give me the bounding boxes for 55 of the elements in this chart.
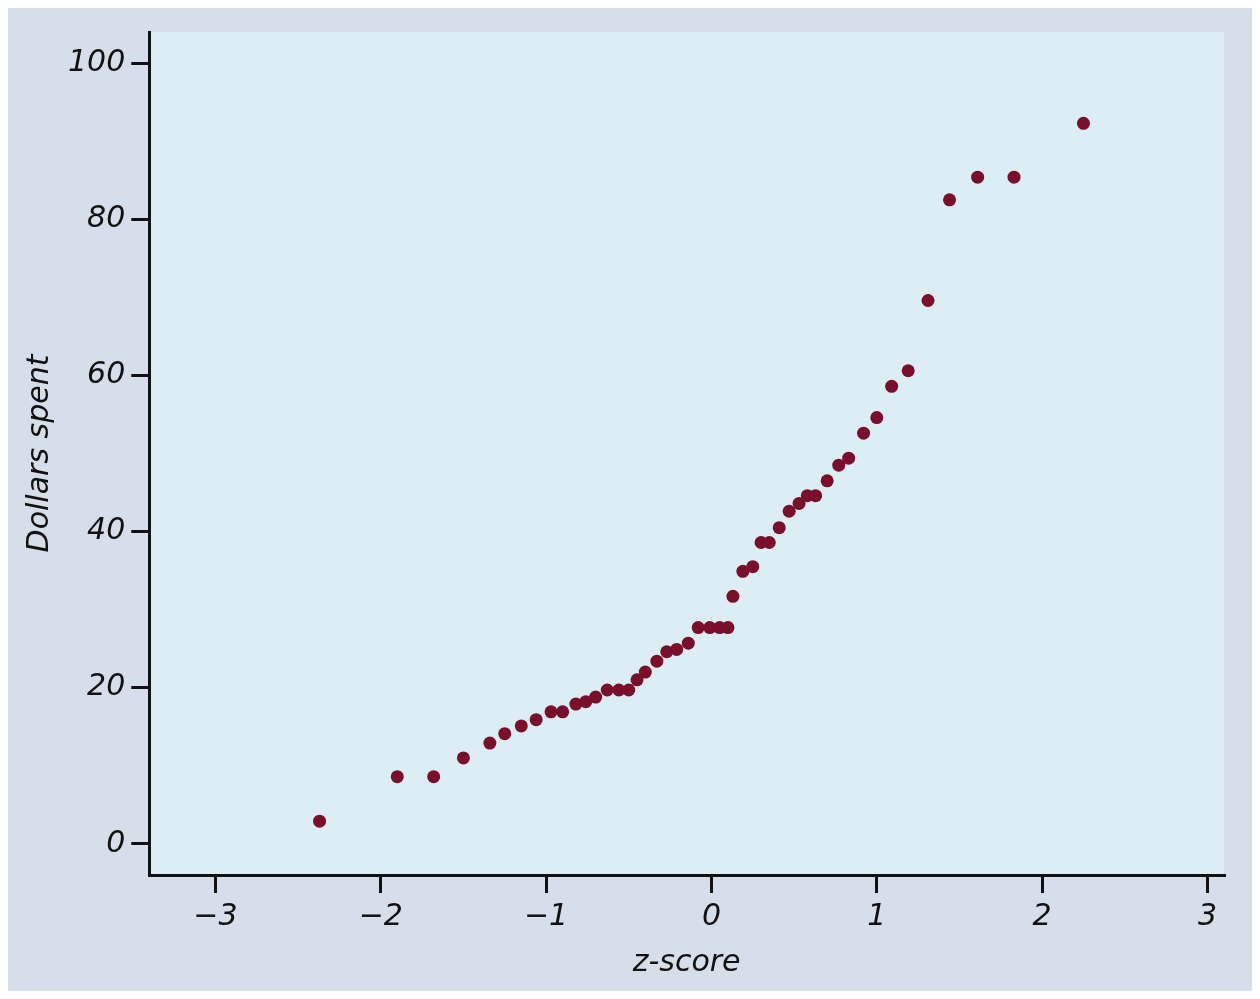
point: [820, 474, 834, 488]
point: [809, 489, 823, 503]
point: [921, 294, 935, 308]
point: [772, 521, 786, 535]
point: [544, 705, 558, 719]
x-axis-title: z-score: [631, 942, 741, 978]
point: [556, 705, 570, 719]
point: [483, 736, 497, 750]
y-tick-label: 40: [87, 511, 126, 547]
point: [857, 426, 871, 440]
point: [721, 621, 735, 635]
x-tick-label: −2: [358, 896, 403, 932]
y-tick-label: 100: [68, 43, 126, 79]
point: [736, 564, 750, 578]
point: [842, 451, 856, 465]
point: [313, 814, 327, 828]
point: [782, 504, 796, 518]
point: [691, 621, 705, 635]
point: [885, 379, 899, 393]
point: [681, 636, 695, 650]
point: [726, 589, 740, 603]
point: [456, 751, 470, 765]
point: [498, 727, 512, 741]
x-tick-label: 3: [1197, 896, 1218, 932]
point: [746, 560, 760, 574]
x-tick-label: 2: [1032, 896, 1052, 932]
point: [529, 713, 543, 727]
point: [427, 770, 441, 784]
point: [600, 683, 614, 697]
point: [670, 642, 684, 656]
y-tick-label: 60: [87, 355, 126, 391]
x-tick-label: −1: [523, 896, 569, 932]
point: [943, 193, 957, 207]
point: [622, 683, 636, 697]
point: [1076, 116, 1090, 130]
point: [901, 364, 915, 378]
x-tick-label: 1: [867, 896, 887, 932]
x-tick-label: 0: [701, 896, 721, 932]
point: [1007, 170, 1021, 184]
point: [390, 770, 404, 784]
point: [589, 690, 603, 704]
point: [638, 665, 652, 679]
y-tick-label: 80: [87, 199, 126, 235]
point: [579, 695, 593, 709]
y-tick-label: 0: [106, 823, 126, 859]
y-tick-label: 20: [87, 667, 126, 703]
point: [832, 458, 846, 472]
point: [971, 170, 985, 184]
point: [792, 496, 806, 510]
x-tick-label: −3: [193, 896, 238, 932]
point: [870, 411, 884, 425]
point: [650, 654, 664, 668]
y-axis-title: Dollars spent: [19, 353, 55, 553]
point: [514, 719, 528, 733]
point: [630, 673, 644, 687]
